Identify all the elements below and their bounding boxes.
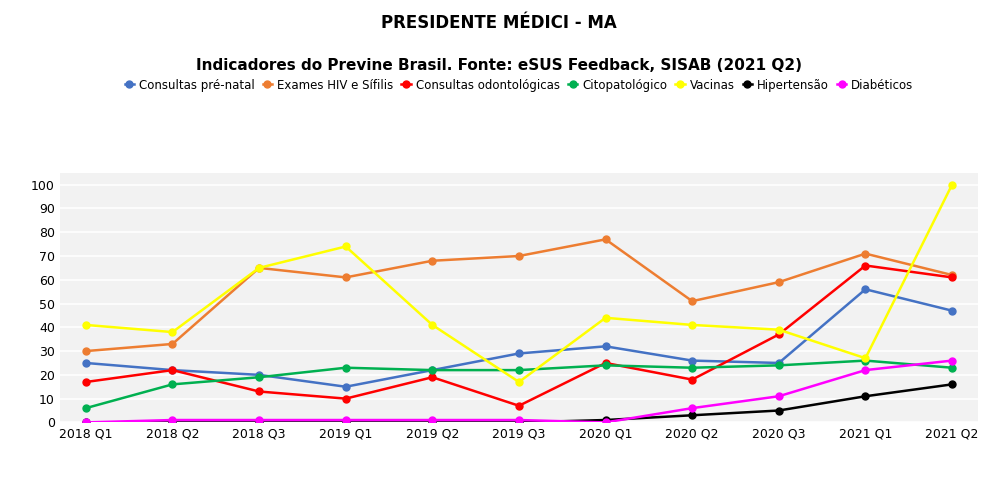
Citopatológico [80, 405, 92, 411]
Exames HIV e Sífilis [772, 279, 784, 285]
Hipertensão [859, 394, 871, 399]
Citopatológico [339, 365, 351, 371]
Exames HIV e Sífilis [513, 253, 525, 259]
Consultas pré-natal [339, 384, 351, 390]
Text: PRESIDENTE MÉDICI - MA: PRESIDENTE MÉDICI - MA [381, 14, 617, 33]
Consultas odontológicas [600, 360, 612, 366]
Consultas odontológicas [253, 389, 265, 395]
Hipertensão [600, 417, 612, 423]
Vacinas [253, 265, 265, 271]
Line: Hipertensão: Hipertensão [83, 381, 955, 426]
Vacinas [513, 379, 525, 385]
Hipertensão [513, 420, 525, 425]
Exames HIV e Sífilis [167, 341, 179, 347]
Diabéticos [339, 417, 351, 423]
Consultas pré-natal [687, 358, 699, 363]
Consultas pré-natal [167, 367, 179, 373]
Diabéticos [859, 367, 871, 373]
Vacinas [167, 329, 179, 335]
Consultas odontológicas [946, 275, 958, 280]
Vacinas [772, 327, 784, 333]
Diabéticos [513, 417, 525, 423]
Consultas odontológicas [859, 263, 871, 268]
Diabéticos [687, 405, 699, 411]
Consultas odontológicas [426, 374, 438, 380]
Diabéticos [167, 417, 179, 423]
Exames HIV e Sífilis [687, 298, 699, 304]
Citopatológico [253, 374, 265, 380]
Line: Diabéticos: Diabéticos [83, 357, 955, 426]
Line: Vacinas: Vacinas [83, 181, 955, 385]
Hipertensão [339, 420, 351, 425]
Line: Consultas pré-natal: Consultas pré-natal [83, 286, 955, 390]
Hipertensão [167, 420, 179, 425]
Exames HIV e Sífilis [600, 237, 612, 242]
Consultas pré-natal [80, 360, 92, 366]
Legend: Consultas pré-natal, Exames HIV e Sífilis, Consultas odontológicas, Citopatológi: Consultas pré-natal, Exames HIV e Sífili… [120, 74, 918, 96]
Hipertensão [687, 412, 699, 418]
Hipertensão [946, 382, 958, 387]
Exames HIV e Sífilis [426, 258, 438, 264]
Hipertensão [426, 420, 438, 425]
Citopatológico [600, 362, 612, 368]
Exames HIV e Sífilis [859, 251, 871, 256]
Citopatológico [167, 382, 179, 387]
Consultas pré-natal [513, 350, 525, 356]
Consultas odontológicas [80, 379, 92, 385]
Diabéticos [946, 358, 958, 363]
Consultas pré-natal [426, 367, 438, 373]
Consultas pré-natal [772, 360, 784, 366]
Consultas pré-natal [253, 372, 265, 378]
Consultas pré-natal [600, 344, 612, 349]
Line: Exames HIV e Sífilis: Exames HIV e Sífilis [83, 236, 955, 355]
Consultas odontológicas [167, 367, 179, 373]
Vacinas [600, 315, 612, 321]
Vacinas [426, 322, 438, 328]
Exames HIV e Sífilis [253, 265, 265, 271]
Line: Consultas odontológicas: Consultas odontológicas [83, 262, 955, 409]
Vacinas [687, 322, 699, 328]
Consultas odontológicas [687, 377, 699, 383]
Diabéticos [80, 420, 92, 425]
Line: Citopatológico: Citopatológico [83, 357, 955, 412]
Hipertensão [253, 420, 265, 425]
Citopatológico [513, 367, 525, 373]
Vacinas [859, 355, 871, 361]
Vacinas [339, 244, 351, 250]
Consultas odontológicas [339, 396, 351, 401]
Exames HIV e Sífilis [80, 348, 92, 354]
Citopatológico [687, 365, 699, 371]
Diabéticos [600, 420, 612, 425]
Diabéticos [772, 394, 784, 399]
Hipertensão [80, 420, 92, 425]
Citopatológico [859, 358, 871, 363]
Citopatológico [946, 365, 958, 371]
Exames HIV e Sífilis [946, 272, 958, 278]
Diabéticos [253, 417, 265, 423]
Vacinas [80, 322, 92, 328]
Citopatológico [772, 362, 784, 368]
Vacinas [946, 182, 958, 188]
Consultas pré-natal [946, 308, 958, 313]
Citopatológico [426, 367, 438, 373]
Consultas odontológicas [772, 332, 784, 337]
Consultas odontológicas [513, 403, 525, 408]
Consultas pré-natal [859, 287, 871, 292]
Text: Indicadores do Previne Brasil. Fonte: eSUS Feedback, SISAB (2021 Q2): Indicadores do Previne Brasil. Fonte: eS… [196, 58, 802, 72]
Hipertensão [772, 408, 784, 413]
Exames HIV e Sífilis [339, 275, 351, 280]
Diabéticos [426, 417, 438, 423]
